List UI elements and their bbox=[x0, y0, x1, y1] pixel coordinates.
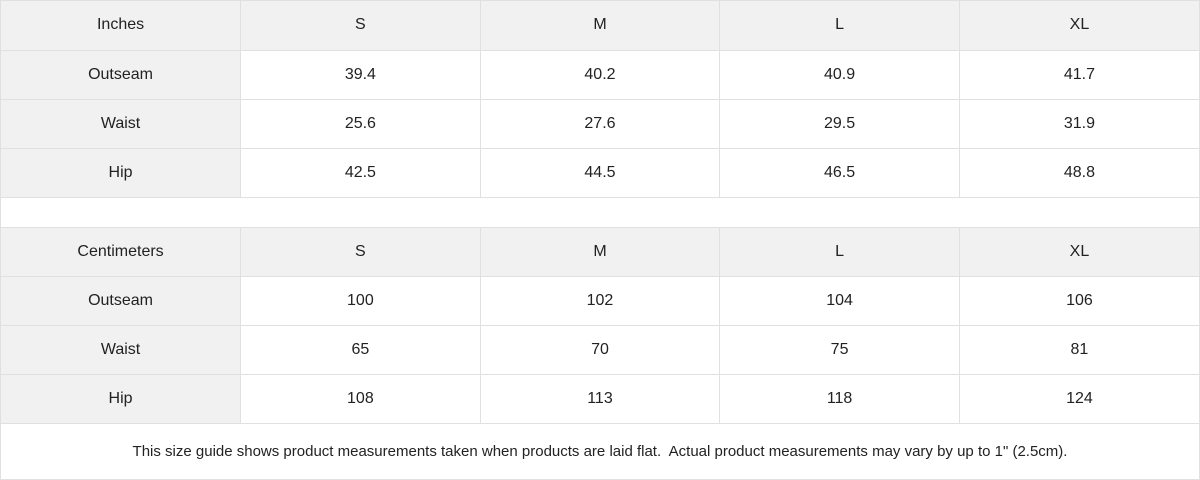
measurement-cell: 124 bbox=[959, 374, 1199, 424]
table-header-row: Inches S M L XL bbox=[1, 1, 1199, 51]
row-label: Waist bbox=[1, 99, 242, 149]
table-spacer bbox=[1, 197, 1199, 228]
measurement-cell: 40.2 bbox=[480, 50, 721, 100]
measurement-cell: 70 bbox=[480, 325, 721, 375]
measurement-cell: 27.6 bbox=[480, 99, 721, 149]
size-table-inches: Inches S M L XL Outseam 39.4 40.2 40.9 4… bbox=[1, 1, 1199, 198]
measurement-cell: 102 bbox=[480, 276, 721, 326]
table-row-hip: Hip 108 113 118 124 bbox=[1, 374, 1199, 424]
table-row-hip: Hip 42.5 44.5 46.5 48.8 bbox=[1, 148, 1199, 198]
measurement-cell: 46.5 bbox=[719, 148, 960, 198]
measurement-cell: 118 bbox=[719, 374, 960, 424]
measurement-cell: 31.9 bbox=[959, 99, 1199, 149]
measurement-cell: 39.4 bbox=[240, 50, 481, 100]
measurement-cell: 42.5 bbox=[240, 148, 481, 198]
measurement-cell: 65 bbox=[240, 325, 481, 375]
row-label: Outseam bbox=[1, 276, 242, 326]
measurement-cell: 48.8 bbox=[959, 148, 1199, 198]
measurement-cell: 104 bbox=[719, 276, 960, 326]
footnote: This size guide shows product measuremen… bbox=[1, 424, 1199, 479]
measurement-cell: 44.5 bbox=[480, 148, 721, 198]
row-label: Hip bbox=[1, 148, 242, 198]
table-row-outseam: Outseam 100 102 104 106 bbox=[1, 276, 1199, 326]
measurement-cell: 75 bbox=[719, 325, 960, 375]
row-label: Hip bbox=[1, 374, 242, 424]
size-header-cell-xl: XL bbox=[959, 227, 1199, 277]
measurement-cell: 100 bbox=[240, 276, 481, 326]
measurement-cell: 106 bbox=[959, 276, 1199, 326]
measurement-cell: 41.7 bbox=[959, 50, 1199, 100]
size-header-cell-s: S bbox=[240, 227, 481, 277]
row-label: Waist bbox=[1, 325, 242, 375]
size-header-cell-m: M bbox=[480, 1, 721, 51]
size-header-cell-l: L bbox=[719, 227, 960, 277]
measurement-cell: 108 bbox=[240, 374, 481, 424]
size-header-cell-s: S bbox=[240, 1, 481, 51]
measurement-cell: 81 bbox=[959, 325, 1199, 375]
size-table-centimeters: Centimeters S M L XL Outseam 100 102 104… bbox=[1, 227, 1199, 424]
row-label: Outseam bbox=[1, 50, 242, 100]
measurement-cell: 29.5 bbox=[719, 99, 960, 149]
unit-header-cell: Centimeters bbox=[1, 227, 242, 277]
measurement-cell: 25.6 bbox=[240, 99, 481, 149]
size-header-cell-m: M bbox=[480, 227, 721, 277]
measurement-cell: 113 bbox=[480, 374, 721, 424]
table-header-row: Centimeters S M L XL bbox=[1, 227, 1199, 277]
table-row-waist: Waist 25.6 27.6 29.5 31.9 bbox=[1, 99, 1199, 149]
measurement-cell: 40.9 bbox=[719, 50, 960, 100]
table-row-outseam: Outseam 39.4 40.2 40.9 41.7 bbox=[1, 50, 1199, 100]
size-header-cell-xl: XL bbox=[959, 1, 1199, 51]
unit-header-cell: Inches bbox=[1, 1, 242, 51]
size-header-cell-l: L bbox=[719, 1, 960, 51]
footnote-text: This size guide shows product measuremen… bbox=[132, 443, 1068, 460]
table-row-waist: Waist 65 70 75 81 bbox=[1, 325, 1199, 375]
